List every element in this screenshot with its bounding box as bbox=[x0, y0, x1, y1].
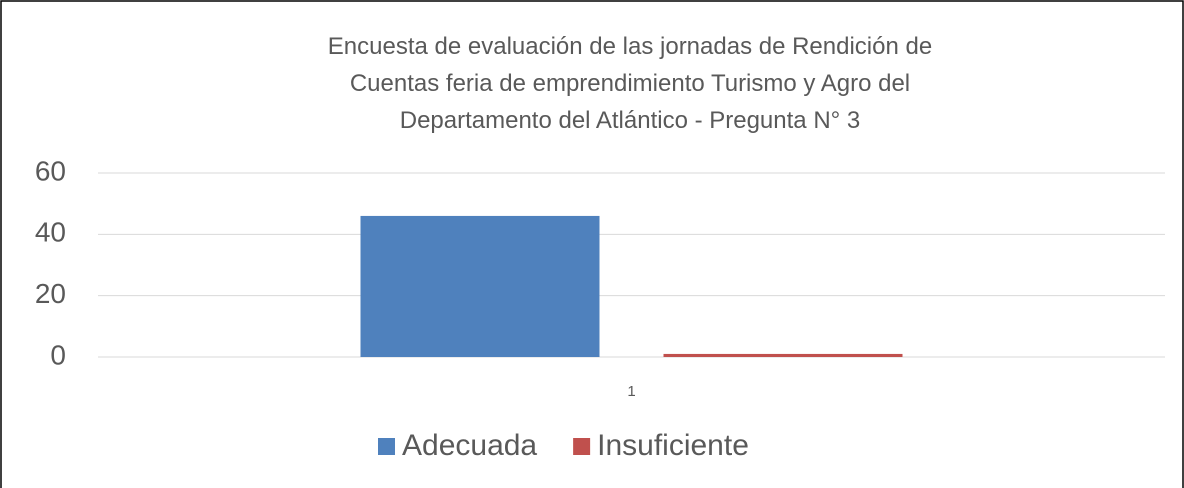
y-tick-label: 0 bbox=[50, 339, 66, 370]
y-tick-label: 40 bbox=[35, 217, 66, 248]
chart-title: Encuesta de evaluación de las jornadas d… bbox=[327, 33, 933, 134]
bar bbox=[360, 215, 600, 357]
legend-swatch bbox=[378, 438, 395, 455]
y-tick-label: 60 bbox=[35, 155, 66, 186]
x-tick-label: 1 bbox=[627, 383, 635, 400]
y-tick-label: 20 bbox=[35, 278, 66, 309]
legend-label: Insuficiente bbox=[597, 429, 749, 462]
legend-swatch bbox=[573, 438, 591, 455]
bar bbox=[663, 353, 903, 357]
legend-label: Adecuada bbox=[402, 429, 537, 462]
